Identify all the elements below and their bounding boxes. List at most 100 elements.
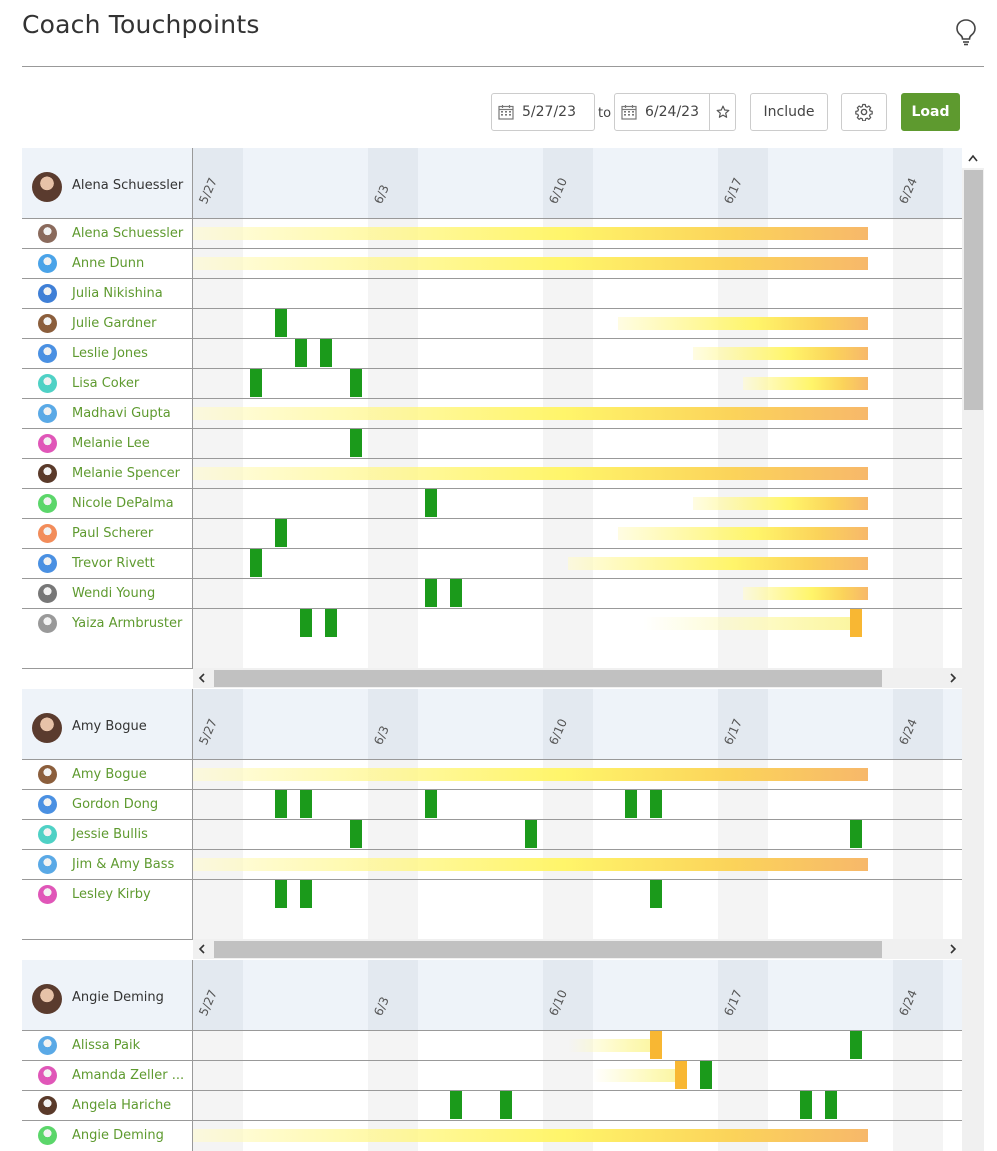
client-name-link[interactable]: Anne Dunn [72, 256, 145, 271]
touchpoint-marker[interactable] [274, 790, 287, 818]
touchpoint-marker[interactable] [249, 369, 262, 397]
include-button[interactable]: Include [750, 93, 828, 131]
client-row[interactable]: Jim & Amy Bass [22, 849, 962, 879]
touchpoint-marker[interactable] [424, 489, 437, 517]
client-name-link[interactable]: Melanie Spencer [72, 466, 181, 481]
client-name-link[interactable]: Gordon Dong [72, 797, 159, 812]
end-date-value[interactable]: 6/24/23 [645, 104, 699, 120]
touchpoint-marker[interactable] [274, 880, 287, 908]
gear-icon[interactable] [855, 103, 873, 121]
client-row[interactable]: Paul Scherer [22, 518, 962, 548]
client-name-link[interactable]: Amanda Zeller ... [72, 1068, 185, 1083]
load-button[interactable]: Load [901, 93, 960, 131]
vertical-scroll-thumb[interactable] [964, 170, 983, 410]
client-row[interactable]: Trevor Rivett [22, 548, 962, 578]
touchpoint-marker[interactable] [349, 429, 362, 457]
client-name-link[interactable]: Nicole DePalma [72, 496, 174, 511]
touchpoint-marker[interactable] [449, 579, 462, 607]
client-row[interactable]: Madhavi Gupta [22, 398, 962, 428]
touchpoint-marker[interactable] [849, 1031, 862, 1059]
client-row[interactable]: Lisa Coker [22, 368, 962, 398]
client-row[interactable]: Melanie Lee [22, 428, 962, 458]
touchpoint-marker[interactable] [499, 1091, 512, 1119]
touchpoint-marker[interactable] [294, 339, 307, 367]
touchpoint-marker[interactable] [274, 309, 287, 337]
scroll-right-icon[interactable] [944, 668, 962, 688]
horizontal-scroll-thumb[interactable] [214, 941, 882, 958]
client-name-link[interactable]: Jessie Bullis [72, 827, 148, 842]
client-name-link[interactable]: Wendi Young [72, 586, 156, 601]
touchpoint-marker[interactable] [299, 880, 312, 908]
client-row[interactable]: Julie Gardner [22, 308, 962, 338]
client-name-link[interactable]: Yaiza Armbruster [72, 616, 183, 631]
client-name-link[interactable]: Lisa Coker [72, 376, 140, 391]
client-name-link[interactable]: Lesley Kirby [72, 887, 151, 902]
client-name-link[interactable]: Angie Deming [72, 1128, 164, 1143]
client-row[interactable]: Nicole DePalma [22, 488, 962, 518]
touchpoint-marker[interactable] [699, 1061, 712, 1089]
touchpoint-marker[interactable] [849, 820, 862, 848]
settings-button[interactable] [841, 93, 887, 131]
pending-touchpoint[interactable] [674, 1061, 687, 1089]
end-date-field[interactable]: 6/24/23 [614, 93, 736, 131]
client-name-link[interactable]: Leslie Jones [72, 346, 148, 361]
client-name-link[interactable]: Madhavi Gupta [72, 406, 171, 421]
client-row[interactable]: Julia Nikishina [22, 278, 962, 308]
touchpoint-marker[interactable] [324, 609, 337, 637]
touchpoint-marker[interactable] [424, 790, 437, 818]
client-row[interactable]: Melanie Spencer [22, 458, 962, 488]
client-name-link[interactable]: Julia Nikishina [72, 286, 163, 301]
touchpoint-marker[interactable] [449, 1091, 462, 1119]
touchpoint-marker[interactable] [799, 1091, 812, 1119]
pending-touchpoint[interactable] [849, 609, 862, 637]
touchpoint-marker[interactable] [824, 1091, 837, 1119]
client-row[interactable]: Anne Dunn [22, 248, 962, 278]
touchpoint-marker[interactable] [424, 579, 437, 607]
scroll-left-icon[interactable] [193, 939, 211, 959]
horizontal-scrollbar[interactable] [193, 939, 962, 959]
touchpoint-marker[interactable] [349, 369, 362, 397]
client-row[interactable]: Gordon Dong [22, 789, 962, 819]
touchpoint-marker[interactable] [299, 609, 312, 637]
touchpoint-marker[interactable] [649, 790, 662, 818]
client-name-link[interactable]: Trevor Rivett [72, 556, 155, 571]
scroll-right-icon[interactable] [944, 939, 962, 959]
vertical-scrollbar[interactable] [962, 148, 984, 1151]
client-row[interactable]: Alissa Paik [22, 1030, 962, 1060]
touchpoint-marker[interactable] [649, 880, 662, 908]
client-row[interactable]: Jessie Bullis [22, 819, 962, 849]
touchpoint-marker[interactable] [349, 820, 362, 848]
scroll-up-icon[interactable] [962, 148, 984, 168]
calendar-icon[interactable] [498, 104, 514, 120]
client-name-link[interactable]: Melanie Lee [72, 436, 150, 451]
start-date-field[interactable]: 5/27/23 [491, 93, 595, 131]
client-name-link[interactable]: Jim & Amy Bass [72, 857, 175, 872]
client-row[interactable]: Angie Deming [22, 1120, 962, 1150]
client-name-link[interactable]: Angela Hariche [72, 1098, 172, 1113]
client-row[interactable]: Amy Bogue [22, 759, 962, 789]
client-row[interactable]: Wendi Young [22, 578, 962, 608]
scroll-left-icon[interactable] [193, 668, 211, 688]
touchpoint-marker[interactable] [319, 339, 332, 367]
favorite-range-button[interactable] [709, 94, 735, 130]
client-row[interactable]: Alena Schuessler [22, 218, 962, 248]
horizontal-scroll-thumb[interactable] [214, 670, 882, 687]
client-name-link[interactable]: Paul Scherer [72, 526, 154, 541]
client-row[interactable]: Leslie Jones [22, 338, 962, 368]
client-name-link[interactable]: Alissa Paik [72, 1038, 141, 1053]
star-icon[interactable] [716, 105, 730, 119]
start-date-value[interactable]: 5/27/23 [522, 104, 576, 120]
touchpoint-marker[interactable] [524, 820, 537, 848]
client-name-link[interactable]: Amy Bogue [72, 767, 147, 782]
client-name-link[interactable]: Alena Schuessler [72, 226, 184, 241]
horizontal-scrollbar[interactable] [193, 668, 962, 688]
client-row[interactable]: Yaiza Armbruster [22, 608, 962, 638]
touchpoint-marker[interactable] [274, 519, 287, 547]
touchpoint-marker[interactable] [624, 790, 637, 818]
client-row[interactable]: Angela Hariche [22, 1090, 962, 1120]
calendar-icon[interactable] [621, 104, 637, 120]
client-row[interactable]: Lesley Kirby [22, 879, 962, 909]
touchpoint-marker[interactable] [249, 549, 262, 577]
pending-touchpoint[interactable] [649, 1031, 662, 1059]
touchpoint-marker[interactable] [299, 790, 312, 818]
